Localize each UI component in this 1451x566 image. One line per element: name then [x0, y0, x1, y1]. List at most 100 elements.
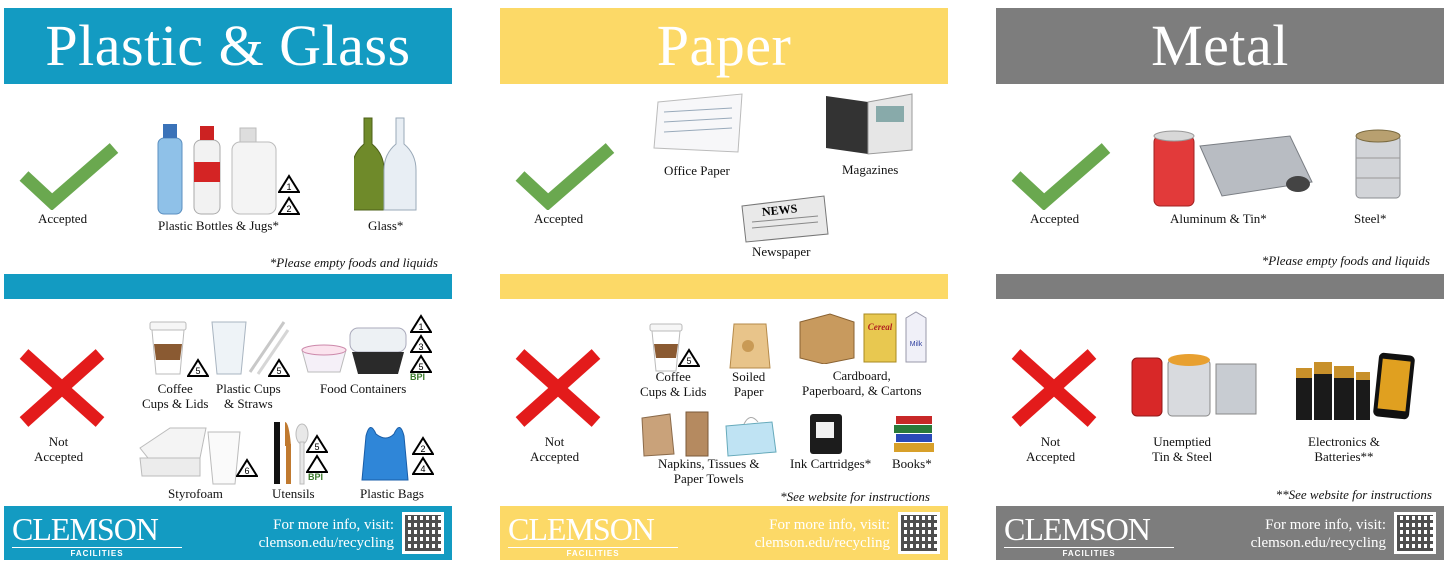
accepted-label: Accepted — [1030, 211, 1080, 226]
recycle-triangle-icon: 1 — [410, 314, 432, 334]
coffee-cup-image — [649, 323, 683, 372]
label-unemptied-cans: Unemptied Tin & Steel — [1152, 434, 1213, 464]
label-cardboard: Cardboard, Paperboard, & Cartons — [802, 368, 922, 398]
recycle-triangle-icon: 6 — [236, 458, 258, 478]
label-glass: Glass* — [368, 218, 404, 233]
recycle-code: 2 — [420, 444, 425, 454]
newspaper-image: NEWS — [741, 195, 829, 243]
recycle-triangle-icon: 2 — [412, 436, 434, 456]
panel-title: Metal — [996, 8, 1444, 84]
styrofoam-image — [139, 427, 241, 485]
label-electronics: Electronics & Batteries** — [1308, 434, 1380, 464]
divider-band — [4, 274, 452, 299]
panel-paper: Paper Accepted Office Paper Magazines NE… — [500, 8, 948, 560]
recycling-url[interactable]: clemson.edu/recycling — [754, 535, 890, 551]
label-utensils: Utensils — [272, 486, 315, 501]
logo-wordmark: CLEMSON — [1004, 511, 1151, 547]
recycle-triangle-icon: 2 — [278, 196, 300, 216]
x-mark-icon — [1011, 349, 1097, 427]
footer: CLEMSON FACILITIES For more info, visit:… — [4, 506, 452, 560]
panel-plastic-glass: Plastic & Glass Accepted 1 2 Plastic Bot… — [4, 8, 452, 560]
not-accepted-label: Not Accepted — [34, 434, 84, 464]
label-aluminum-tin: Aluminum & Tin* — [1170, 211, 1267, 226]
x-mark-icon — [515, 349, 601, 427]
electronics-batteries-image — [1296, 352, 1415, 420]
recycle-code: 5 — [418, 362, 423, 372]
qr-code-icon[interactable] — [402, 512, 444, 554]
label-plastic-bags: Plastic Bags — [360, 486, 424, 501]
utensils-image — [274, 422, 309, 485]
accepted-label: Accepted — [534, 211, 584, 226]
clemson-logo: CLEMSON FACILITIES — [1004, 512, 1174, 558]
recycle-code: 5 — [314, 442, 319, 452]
recycle-code: 1 — [418, 322, 423, 332]
label-napkins: Napkins, Tissues & Paper Towels — [658, 456, 760, 486]
recycle-code-1: 1 — [286, 182, 291, 192]
label-ink-cartridges: Ink Cartridges* — [790, 456, 872, 471]
milk-carton-label: Milk — [910, 341, 923, 348]
logo-wordmark: CLEMSON — [508, 511, 655, 547]
recycle-code: 6 — [244, 466, 249, 476]
steel-can-image — [1355, 129, 1401, 199]
logo-subtitle: FACILITIES — [12, 547, 182, 558]
qr-code-icon[interactable] — [1394, 512, 1436, 554]
label-styrofoam: Styrofoam — [168, 486, 223, 501]
label-plastic-bottles: Plastic Bottles & Jugs* — [158, 218, 279, 233]
logo-subtitle: FACILITIES — [1004, 547, 1174, 558]
more-info: For more info, visit: clemson.edu/recycl… — [259, 516, 394, 552]
note: *Please empty foods and liquids — [1261, 253, 1430, 268]
glass-bottles-image — [354, 117, 417, 211]
footer: CLEMSON FACILITIES For more info, visit:… — [500, 506, 948, 560]
newspaper-masthead: NEWS — [761, 201, 798, 219]
recycle-triangle-icon: 5 — [306, 434, 328, 454]
accepted-label: Accepted — [38, 211, 88, 226]
panel-title: Plastic & Glass — [4, 8, 452, 84]
label-coffee-cups: Coffee Cups & Lids — [142, 381, 209, 411]
bpi-badge: BPI — [308, 472, 324, 482]
divider-band — [996, 274, 1444, 299]
divider-band — [500, 274, 948, 299]
more-info: For more info, visit: clemson.edu/recycl… — [755, 516, 890, 552]
recycling-url[interactable]: clemson.edu/recycling — [258, 535, 394, 551]
magazines-image — [826, 93, 913, 155]
note: *See website for instructions — [780, 489, 930, 504]
bpi-badge: BPI — [410, 372, 426, 382]
recycle-code: 3 — [418, 342, 423, 352]
plastic-bags-image — [361, 427, 409, 481]
aluminum-tin-image — [1153, 130, 1313, 207]
note: *Please empty foods and liquids — [269, 255, 438, 270]
checkmark-icon — [1011, 143, 1111, 210]
recycle-triangle-icon: 4 — [412, 456, 434, 476]
food-containers-image — [301, 327, 407, 374]
more-info: For more info, visit: clemson.edu/recycl… — [1251, 516, 1386, 552]
ink-cartridge-image — [810, 414, 842, 454]
plastic-bottles-image — [157, 124, 277, 215]
label-soiled-paper: Soiled Paper — [732, 369, 766, 399]
plastic-cups-straws-image — [211, 321, 290, 375]
cardboard-cartons-image: Cereal Milk — [799, 311, 927, 364]
label-newspaper: Newspaper — [752, 244, 811, 259]
recycle-code: 5 — [195, 366, 200, 376]
label-plastic-cups: Plastic Cups & Straws — [216, 381, 281, 411]
books-image — [894, 416, 934, 452]
office-paper-image — [653, 93, 743, 153]
recycle-triangle-icon: 5 — [268, 358, 290, 378]
unemptied-cans-image — [1131, 354, 1257, 417]
qr-code-icon[interactable] — [898, 512, 940, 554]
recycle-triangle-icon: 5 — [187, 358, 209, 378]
label-food-containers: Food Containers — [320, 381, 407, 396]
recycle-triangle-icon — [306, 454, 328, 474]
recycling-url[interactable]: clemson.edu/recycling — [1250, 535, 1386, 551]
x-mark-icon — [19, 349, 105, 427]
recycle-triangle-icon: 3 — [410, 334, 432, 354]
soiled-paper-image — [729, 323, 771, 369]
recycle-code-2: 2 — [286, 204, 291, 214]
label-steel: Steel* — [1354, 211, 1387, 226]
info-line1: For more info, visit: — [1265, 517, 1386, 533]
label-coffee-cups: Coffee Cups & Lids — [640, 369, 707, 399]
recycle-code: 4 — [420, 464, 425, 474]
info-line1: For more info, visit: — [769, 517, 890, 533]
checkmark-icon — [515, 143, 615, 210]
recycle-triangle-icon: 1 — [278, 174, 300, 194]
recycle-code: 5 — [276, 366, 281, 376]
